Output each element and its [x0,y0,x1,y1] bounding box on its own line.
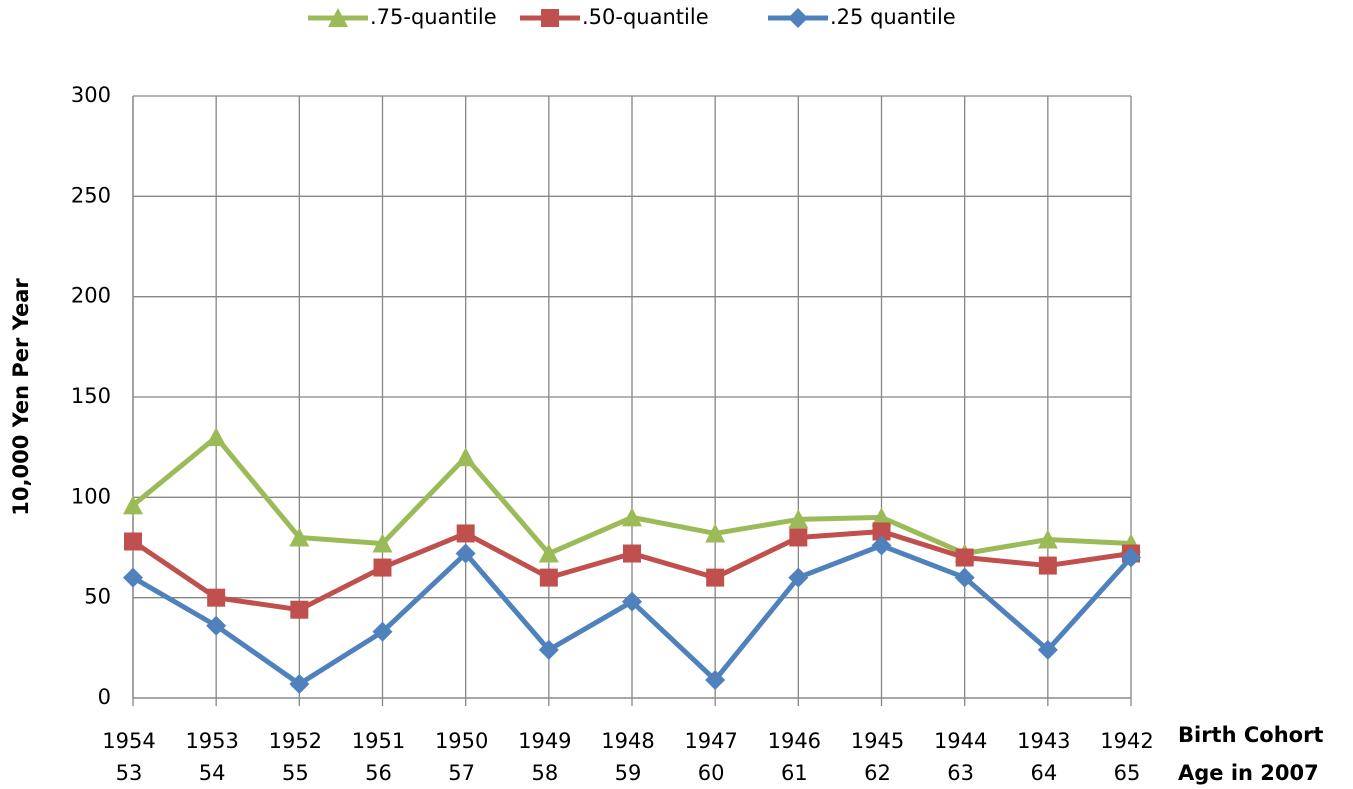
data-point [206,615,227,636]
data-point [455,543,476,564]
data-point [538,639,559,660]
y-tick-label: 50 [84,585,111,609]
x-tick-label: 1944 [934,729,987,753]
x-tick-label-2: 58 [531,761,558,785]
y-tick-label: 0 [98,685,111,709]
x-axis-label-2: Age in 2007 [1178,761,1319,785]
x-tick-label: 1942 [1100,729,1153,753]
data-point [872,522,891,541]
data-point [955,548,974,567]
x-tick-label: 1949 [518,729,571,753]
data-point [124,532,142,551]
data-point [1121,547,1141,568]
x-tick-label-2: 55 [282,761,309,785]
x-tick-label-2: 63 [947,761,974,785]
legend-label: .25 quantile [830,5,956,29]
data-point [123,567,143,588]
x-tick-label: 1954 [102,729,155,753]
x-tick-label: 1950 [435,729,488,753]
legend-marker [541,9,559,27]
data-point [788,567,809,588]
data-point [123,495,143,515]
legend-label: .50-quantile [582,5,709,29]
data-point [539,568,558,587]
data-point [1037,639,1058,660]
x-tick-label: 1947 [684,729,737,753]
x-tick-label: 1952 [269,729,322,753]
data-point [1038,556,1057,575]
data-point [789,528,808,547]
data-point [622,507,642,527]
data-point [622,591,642,612]
y-tick-label: 200 [71,284,111,308]
data-point [871,507,892,527]
data-point [372,533,393,553]
x-tick-label-2: 64 [1030,761,1057,785]
x-tick-label-2: 65 [1114,761,1141,785]
data-point [207,588,226,607]
data-point [623,544,641,563]
x-tick-label-2: 53 [116,761,143,785]
x-tick-label-2: 62 [864,761,891,785]
x-tick-label-2: 56 [365,761,392,785]
legend-marker [788,8,808,28]
x-axis-label: Birth Cohort [1178,723,1323,747]
data-point [206,427,227,447]
data-point [289,527,310,547]
x-tick-label: 1945 [851,729,904,753]
y-tick-label: 150 [71,384,111,408]
data-point [705,523,726,543]
x-tick-label-2: 60 [698,761,725,785]
x-tick-label-2: 57 [448,761,475,785]
y-tick-label: 250 [71,183,111,207]
x-tick-label: 1946 [768,729,821,753]
legend-marker [328,8,348,27]
data-point [455,447,476,467]
y-tick-label: 300 [71,83,111,107]
x-tick-label: 1953 [185,729,238,753]
data-point [871,535,892,556]
data-point [372,621,393,642]
x-tick-label-2: 61 [781,761,808,785]
legend-label: .75-quantile [370,5,497,29]
data-point [456,524,475,543]
x-tick-label-2: 54 [199,761,226,785]
data-point [706,568,725,587]
data-point [373,558,392,577]
data-point [788,509,809,529]
y-axis-label: 10,000 Yen Per Year [9,278,33,516]
y-tick-label: 100 [71,484,111,508]
x-tick-label-2: 59 [615,761,642,785]
data-point [290,600,309,619]
data-point [954,567,975,588]
x-tick-label: 1948 [601,729,654,753]
data-point [289,673,310,694]
data-point [538,543,559,563]
data-point [1037,529,1058,549]
data-point [705,669,726,690]
x-tick-label: 1943 [1017,729,1070,753]
x-tick-label: 1951 [352,729,405,753]
